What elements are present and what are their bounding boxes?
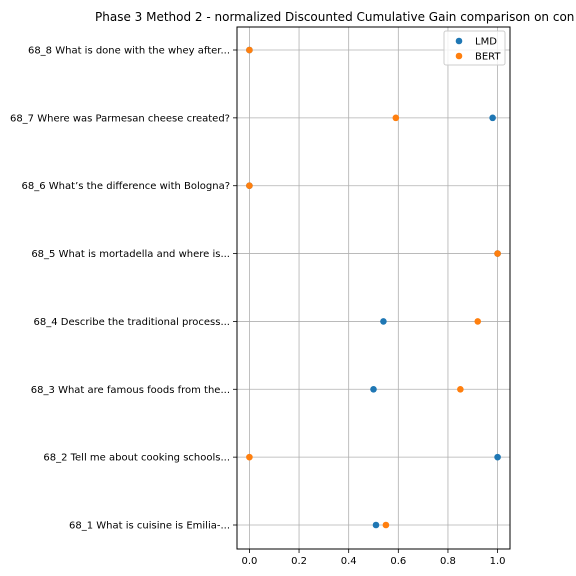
y-tick-label: 68_4 Describe the traditional process... (34, 317, 230, 328)
legend-marker-lmd (455, 37, 463, 45)
y-tick-labels: 68_1 What is cuisine is Emilia-... 68_2 T… (10, 46, 237, 532)
data-point-bert (246, 46, 253, 54)
data-point-lmd (372, 521, 380, 529)
x-tick-label: 0.6 (390, 556, 406, 567)
x-tick-label: 0.4 (341, 556, 357, 567)
data-point-bert (494, 250, 501, 257)
legend-label-lmd: LMD (475, 37, 497, 48)
legend-label-bert: BERT (475, 52, 501, 63)
data-point-bert (457, 385, 464, 393)
y-tick-label: 68_3 What are famous foods from the... (31, 385, 230, 396)
x-tick-label: 0.8 (440, 556, 456, 567)
y-tick-label: 68_8 What is done with the whey after... (28, 46, 230, 57)
data-point-bert (382, 521, 390, 529)
grid (237, 27, 510, 549)
y-tick-label: 68_6 What’s the difference with Bologna? (22, 181, 230, 192)
legend-marker-bert (455, 52, 463, 60)
x-tick-label: 0.0 (241, 556, 257, 567)
data-point-bert (246, 453, 253, 461)
x-tick-label: 1.0 (490, 556, 506, 567)
x-tick-labels: 0.0 0.2 0.4 0.6 0.8 1.0 (241, 549, 506, 567)
y-tick-label: 68_1 What is cuisine is Emilia-... (69, 521, 230, 532)
data-point-lmd (489, 114, 496, 122)
data-point-bert (392, 114, 400, 122)
data-point-bert (246, 182, 253, 190)
data-point-lmd (370, 385, 377, 393)
data-point-lmd (380, 318, 387, 325)
legend: LMD BERT (443, 30, 506, 66)
y-tick-label: 68_7 Where was Parmesan cheese created? (10, 113, 230, 124)
chart-title: Phase 3 Method 2 - normalized Discounted… (95, 10, 574, 24)
x-tick-label: 0.2 (291, 556, 307, 567)
data-point-bert (474, 318, 482, 325)
data-points (246, 46, 501, 529)
data-point-lmd (494, 453, 501, 461)
y-tick-label: 68_5 What is mortadella and where is... (31, 249, 230, 260)
y-tick-label: 68_2 Tell me about cooking schools... (43, 453, 230, 464)
plot-frame (236, 26, 511, 550)
